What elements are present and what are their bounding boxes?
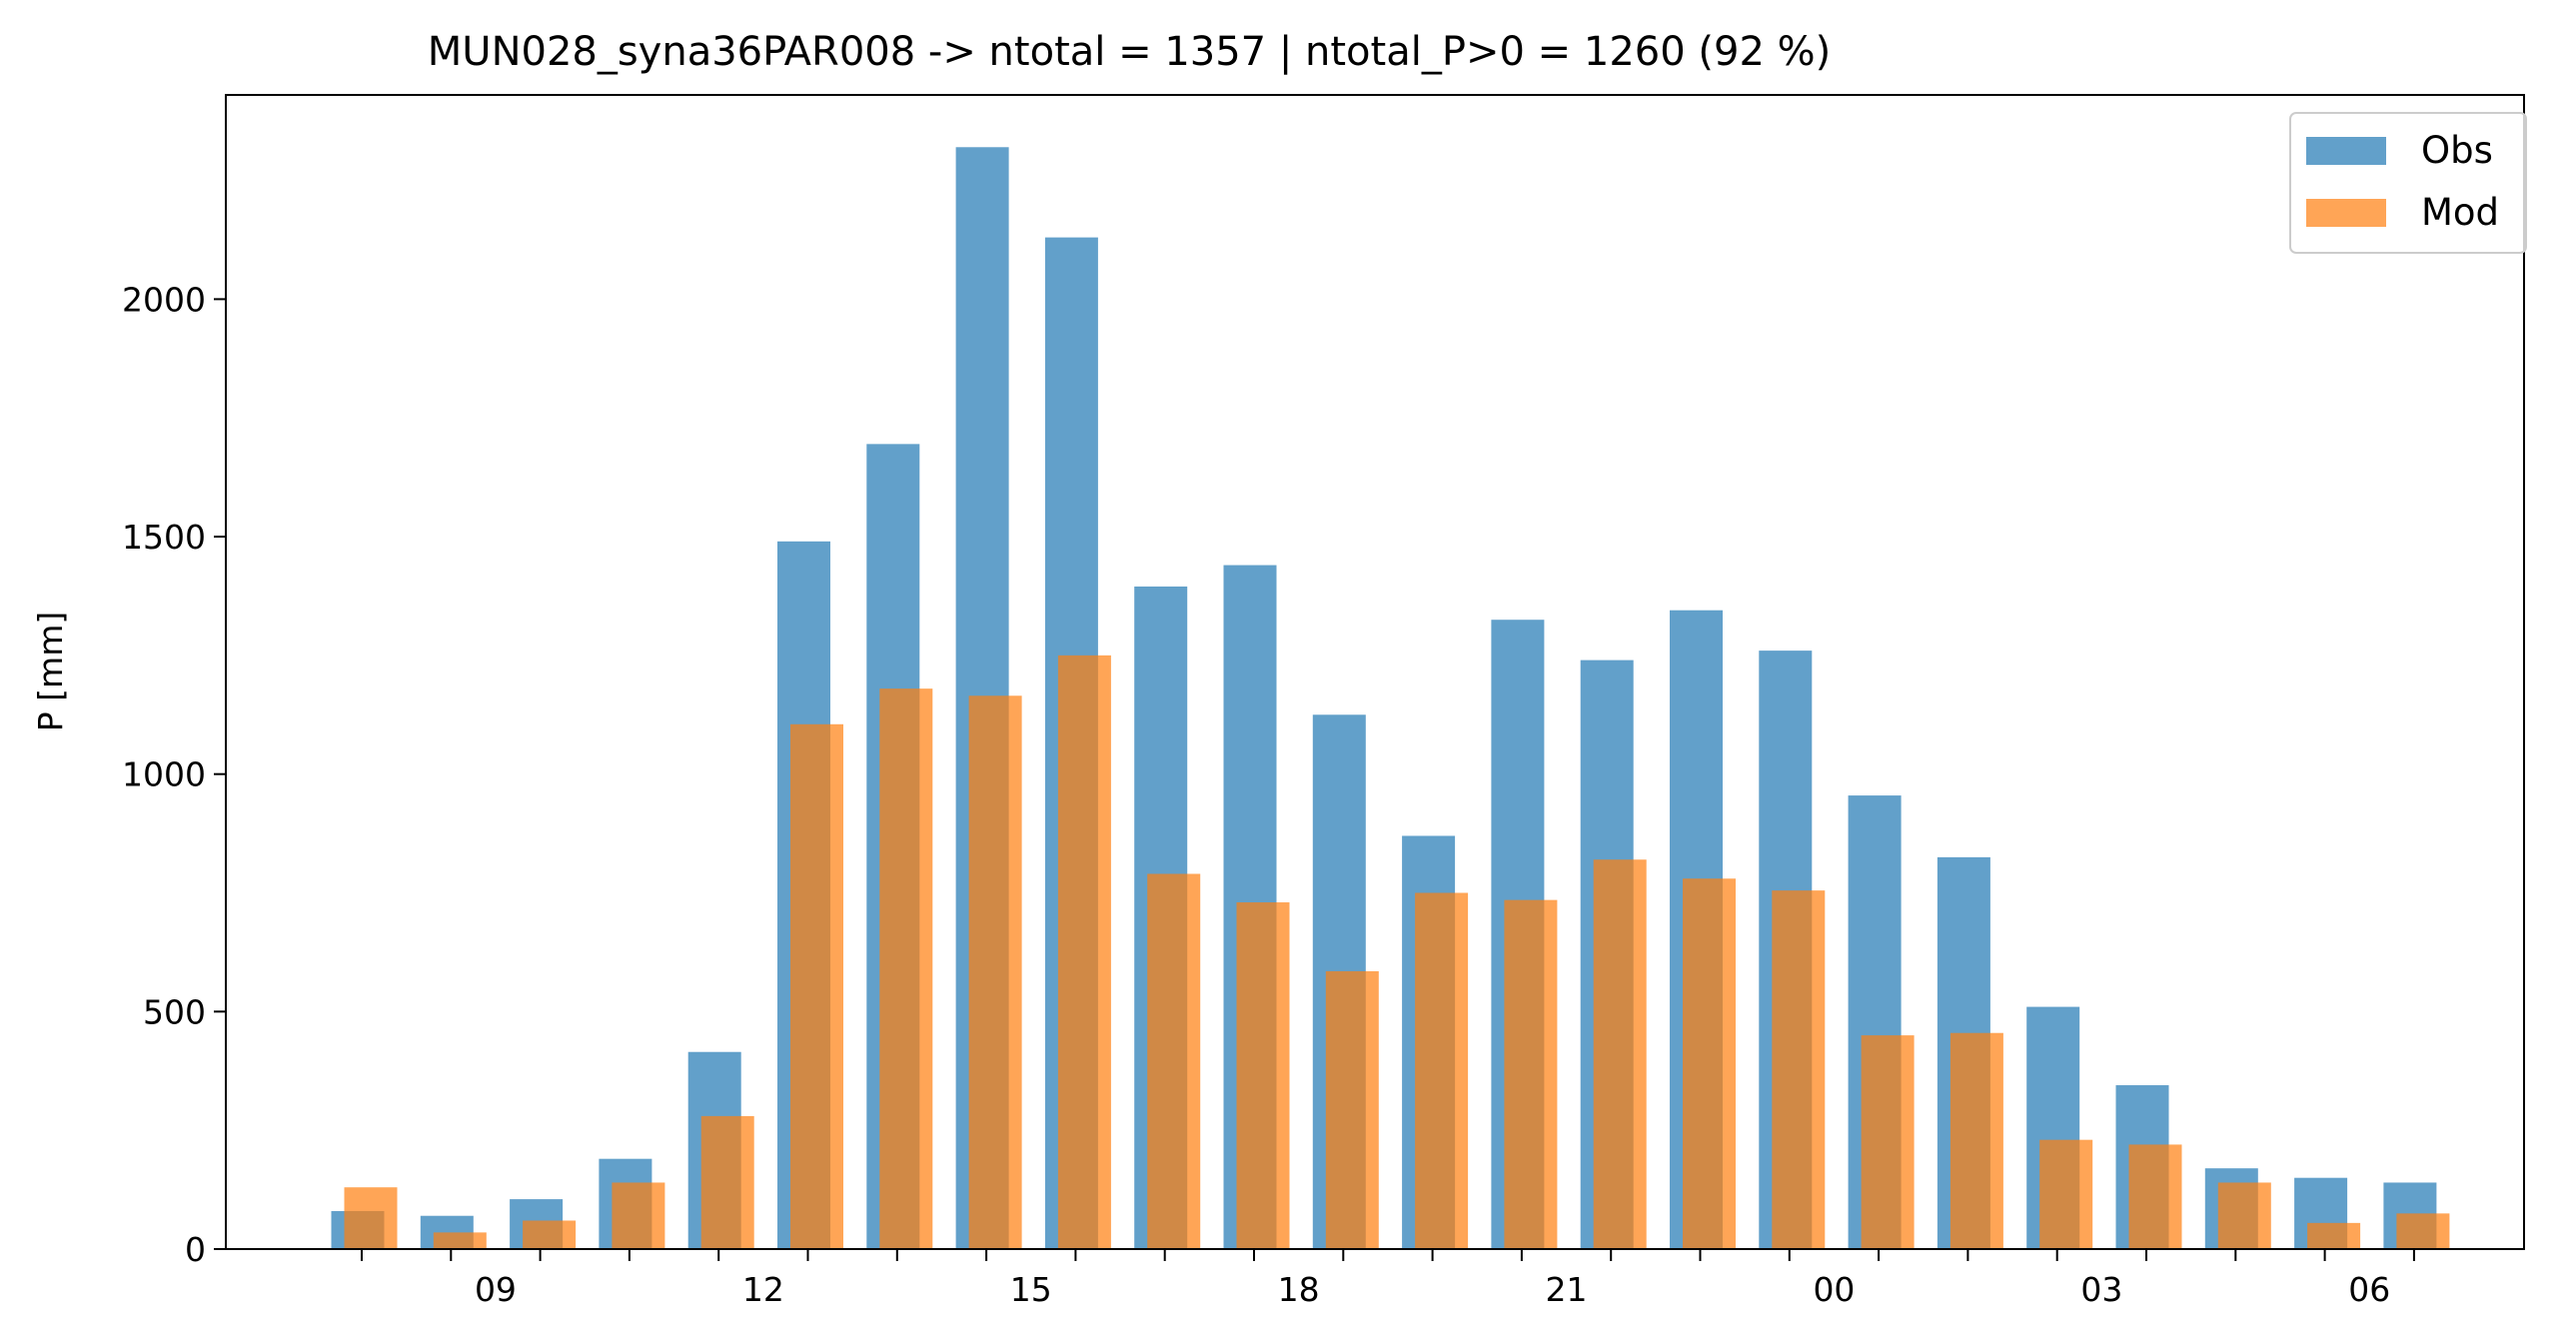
bars-layer	[331, 147, 2450, 1250]
bar-mod-07	[2396, 1213, 2450, 1249]
bar-mod-15	[968, 695, 1022, 1249]
legend-swatch-obs	[2306, 137, 2386, 165]
bar-mod-18	[1236, 902, 1290, 1249]
bar-mod-21	[1504, 899, 1558, 1249]
y-tick-label: 1500	[122, 518, 206, 557]
bar-mod-03	[2039, 1139, 2093, 1249]
x-axis: 09 12 15 18 21 00 03 06	[361, 1249, 2415, 1309]
bar-mod-22	[1593, 859, 1647, 1249]
bar-mod-09	[433, 1232, 487, 1249]
bar-mod-14	[879, 688, 933, 1249]
bar-mod-16	[1057, 655, 1111, 1249]
x-tick-label: 21	[1546, 1270, 1588, 1309]
bar-mod-08	[344, 1187, 398, 1249]
x-tick-label: 00	[1813, 1270, 1855, 1309]
bar-mod-00	[1772, 890, 1826, 1249]
x-tick-label: 06	[2348, 1270, 2390, 1309]
bar-mod-01	[1861, 1035, 1915, 1249]
y-tick-label: 1000	[122, 755, 206, 794]
legend-swatch-mod	[2306, 199, 2386, 227]
bar-mod-23	[1683, 878, 1736, 1249]
legend: Obs Mod	[2289, 112, 2527, 254]
chart-title: MUN028_syna36PAR008 -> ntotal = 1357 | n…	[428, 29, 1831, 75]
x-tick-label: 18	[1278, 1270, 1320, 1309]
x-tick-label: 09	[475, 1270, 517, 1309]
y-tick-label: 0	[185, 1230, 206, 1269]
bar-mod-20	[1415, 892, 1469, 1249]
x-tick-label: 03	[2080, 1270, 2122, 1309]
bar-mod-13	[790, 723, 843, 1249]
bar-mod-12	[700, 1115, 754, 1249]
y-axis: 0 500 1000 1500 2000	[122, 280, 226, 1269]
legend-label-mod: Mod	[2421, 191, 2499, 234]
bar-mod-04	[2128, 1144, 2182, 1249]
y-tick-label: 500	[143, 992, 206, 1031]
bar-mod-06	[2307, 1222, 2361, 1249]
bar-mod-19	[1325, 970, 1379, 1249]
bar-mod-17	[1147, 873, 1201, 1249]
x-tick-label: 15	[1010, 1270, 1052, 1309]
y-axis-label: P [mm]	[31, 612, 70, 731]
bar-mod-05	[2217, 1182, 2271, 1249]
x-tick-label: 12	[742, 1270, 784, 1309]
bar-mod-02	[1949, 1032, 2003, 1249]
legend-label-obs: Obs	[2421, 129, 2493, 172]
bar-mod-10	[523, 1220, 577, 1249]
bar-mod-11	[612, 1182, 665, 1249]
y-tick-label: 2000	[122, 280, 206, 319]
plot-frame	[225, 94, 2525, 1250]
